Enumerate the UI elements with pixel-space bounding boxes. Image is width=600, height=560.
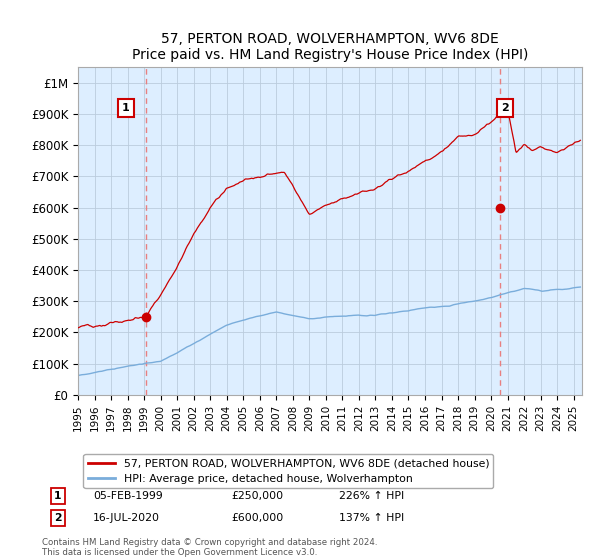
Text: Contains HM Land Registry data © Crown copyright and database right 2024.
This d: Contains HM Land Registry data © Crown c… [42,538,377,557]
Text: 2: 2 [501,103,509,113]
Title: 57, PERTON ROAD, WOLVERHAMPTON, WV6 8DE
Price paid vs. HM Land Registry's House : 57, PERTON ROAD, WOLVERHAMPTON, WV6 8DE … [132,32,528,62]
Text: 137% ↑ HPI: 137% ↑ HPI [339,513,404,523]
Text: £250,000: £250,000 [231,491,283,501]
Legend: 57, PERTON ROAD, WOLVERHAMPTON, WV6 8DE (detached house), HPI: Average price, de: 57, PERTON ROAD, WOLVERHAMPTON, WV6 8DE … [83,454,493,488]
Text: £600,000: £600,000 [231,513,283,523]
Text: 05-FEB-1999: 05-FEB-1999 [93,491,163,501]
Text: 226% ↑ HPI: 226% ↑ HPI [339,491,404,501]
Text: 1: 1 [122,103,130,113]
Text: 1: 1 [54,491,62,501]
Text: 2: 2 [54,513,62,523]
Text: 16-JUL-2020: 16-JUL-2020 [93,513,160,523]
